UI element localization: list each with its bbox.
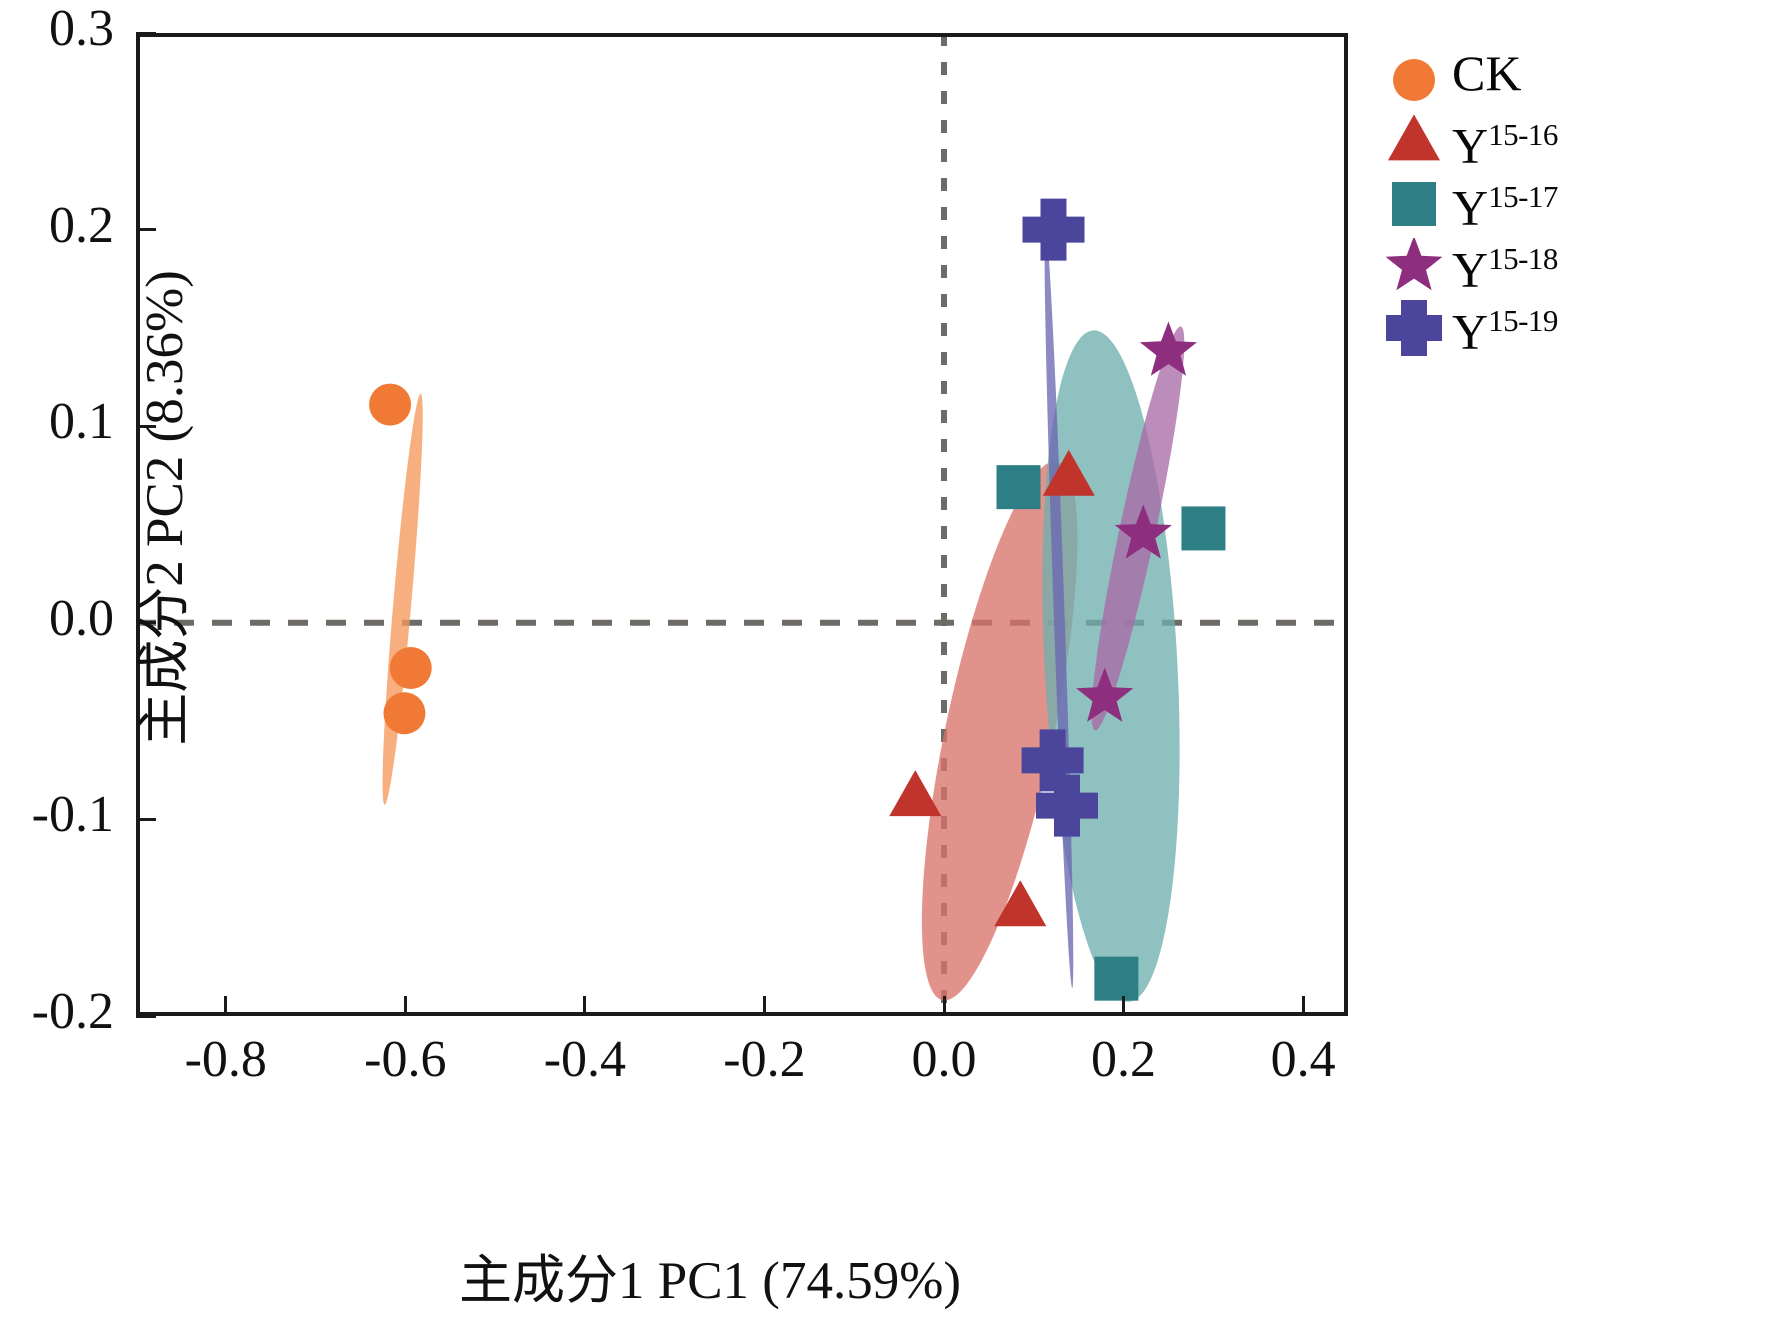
legend-label-base: Y bbox=[1452, 241, 1489, 298]
data-point-CK-2 bbox=[389, 647, 432, 690]
y-tick-label: 0.0 bbox=[49, 589, 114, 647]
legend-label-superscript: 15-19 bbox=[1488, 303, 1558, 338]
data-point-Y15-18-2 bbox=[1114, 504, 1172, 559]
x-tick-mark bbox=[224, 996, 228, 1016]
star-marker-shape bbox=[1386, 238, 1442, 291]
legend-label-base: Y bbox=[1452, 303, 1489, 360]
legend-item-label: Y15-19 bbox=[1452, 296, 1558, 357]
data-point-CK-1 bbox=[369, 383, 412, 426]
legend-plus-marker bbox=[1386, 300, 1442, 356]
data-point-Y15-17-1 bbox=[996, 465, 1041, 510]
data-point-Y15-19-1 bbox=[1022, 198, 1085, 261]
x-tick-label: -0.8 bbox=[184, 1031, 267, 1088]
confidence-ellipse-Y15-16 bbox=[921, 461, 1078, 1001]
circle-marker-shape bbox=[1393, 59, 1435, 101]
x-axis-title: 主成分1 PC1 (74.59%) bbox=[458, 1252, 962, 1310]
y-tick-label: 0.1 bbox=[49, 393, 114, 451]
y-tick-label: -0.1 bbox=[31, 786, 114, 844]
x-tick-mark bbox=[1301, 996, 1305, 1016]
square-marker-shape bbox=[1392, 182, 1436, 226]
triangle-marker-icon bbox=[1388, 114, 1440, 161]
legend-label-base: Y bbox=[1452, 117, 1489, 174]
x-tick-label: -0.2 bbox=[723, 1031, 806, 1088]
y-axis-title: 主成分2 PC2 (8.36%) bbox=[136, 270, 194, 746]
legend-item-label: Y15-17 bbox=[1452, 172, 1558, 233]
y-tick-mark bbox=[136, 228, 156, 232]
legend-label-superscript: 15-16 bbox=[1488, 117, 1558, 152]
legend-label-superscript: 15-17 bbox=[1488, 179, 1558, 214]
plus-marker-icon bbox=[1386, 300, 1442, 356]
data-point-Y15-16-2 bbox=[889, 770, 942, 817]
plot-frame bbox=[136, 33, 1348, 1016]
plus-marker-shape bbox=[1386, 300, 1442, 356]
y-tick-mark bbox=[136, 621, 156, 625]
legend-square-marker bbox=[1386, 176, 1442, 232]
x-tick-mark bbox=[583, 996, 587, 1016]
y-tick-label: 0.3 bbox=[49, 0, 114, 57]
circle-marker-icon bbox=[1393, 59, 1435, 101]
y-tick-label: 0.2 bbox=[49, 196, 114, 254]
x-tick-mark bbox=[1122, 996, 1126, 1016]
y-tick-mark bbox=[136, 424, 156, 428]
x-tick-mark bbox=[403, 996, 407, 1016]
data-point-CK-3 bbox=[383, 692, 426, 735]
y-tick-label: -0.2 bbox=[31, 983, 114, 1040]
x-tick-label: 0.0 bbox=[911, 1031, 977, 1088]
x-tick-label: -0.4 bbox=[543, 1031, 627, 1088]
data-point-Y15-17-2 bbox=[1181, 506, 1226, 551]
x-tick-label: -0.6 bbox=[364, 1031, 447, 1088]
star-marker-icon bbox=[1386, 238, 1442, 291]
data-point-Y15-19-3 bbox=[1036, 774, 1098, 837]
legend-label-base: Y bbox=[1452, 179, 1489, 236]
x-tick-mark bbox=[762, 996, 766, 1016]
data-point-Y15-16-1 bbox=[1042, 449, 1095, 496]
y-tick-mark bbox=[136, 817, 156, 821]
clipped-group bbox=[136, 33, 1348, 1016]
data-point-Y15-18-3 bbox=[1076, 667, 1134, 722]
square-marker-icon bbox=[1392, 182, 1436, 226]
legend-triangle-marker bbox=[1386, 114, 1442, 170]
x-tick-label: 0.4 bbox=[1270, 1031, 1336, 1088]
x-tick-label: 0.2 bbox=[1091, 1031, 1157, 1088]
y-tick-mark bbox=[136, 1014, 156, 1018]
data-point-Y15-17-3 bbox=[1094, 956, 1139, 1001]
legend-item-label: Y15-16 bbox=[1452, 110, 1558, 171]
legend-circle-marker bbox=[1386, 52, 1442, 108]
data-point-Y15-16-3 bbox=[994, 880, 1047, 927]
x-tick-mark bbox=[942, 996, 946, 1016]
legend-label-superscript: 15-18 bbox=[1488, 241, 1558, 276]
legend-item-label: Y15-18 bbox=[1452, 234, 1558, 295]
legend-star-marker bbox=[1386, 238, 1442, 294]
data-point-Y15-19-2 bbox=[1021, 729, 1084, 792]
legend-item-label: CK bbox=[1452, 45, 1522, 101]
triangle-marker-shape bbox=[1388, 114, 1440, 161]
data-point-Y15-18-1 bbox=[1139, 321, 1197, 376]
y-tick-mark bbox=[136, 31, 156, 35]
